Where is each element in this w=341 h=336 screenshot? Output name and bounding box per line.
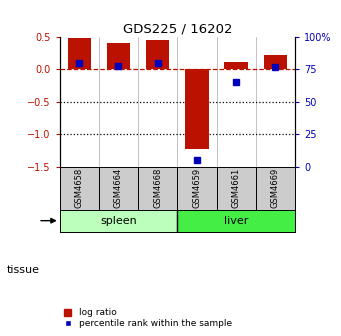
Text: liver: liver xyxy=(224,216,248,226)
Bar xyxy=(224,61,248,70)
Text: spleen: spleen xyxy=(100,216,137,226)
Text: GSM4664: GSM4664 xyxy=(114,168,123,208)
Bar xyxy=(185,70,209,149)
Text: GSM4669: GSM4669 xyxy=(271,168,280,208)
Bar xyxy=(68,38,91,70)
Text: GSM4661: GSM4661 xyxy=(232,168,241,208)
Bar xyxy=(107,43,130,70)
Text: tissue: tissue xyxy=(7,265,40,276)
Text: GSM4659: GSM4659 xyxy=(192,168,202,208)
Bar xyxy=(146,40,169,70)
Title: GDS225 / 16202: GDS225 / 16202 xyxy=(122,23,232,36)
Text: GSM4658: GSM4658 xyxy=(75,168,84,208)
Legend: log ratio, percentile rank within the sample: log ratio, percentile rank within the sa… xyxy=(64,308,232,328)
Text: GSM4668: GSM4668 xyxy=(153,168,162,208)
Bar xyxy=(264,55,287,70)
